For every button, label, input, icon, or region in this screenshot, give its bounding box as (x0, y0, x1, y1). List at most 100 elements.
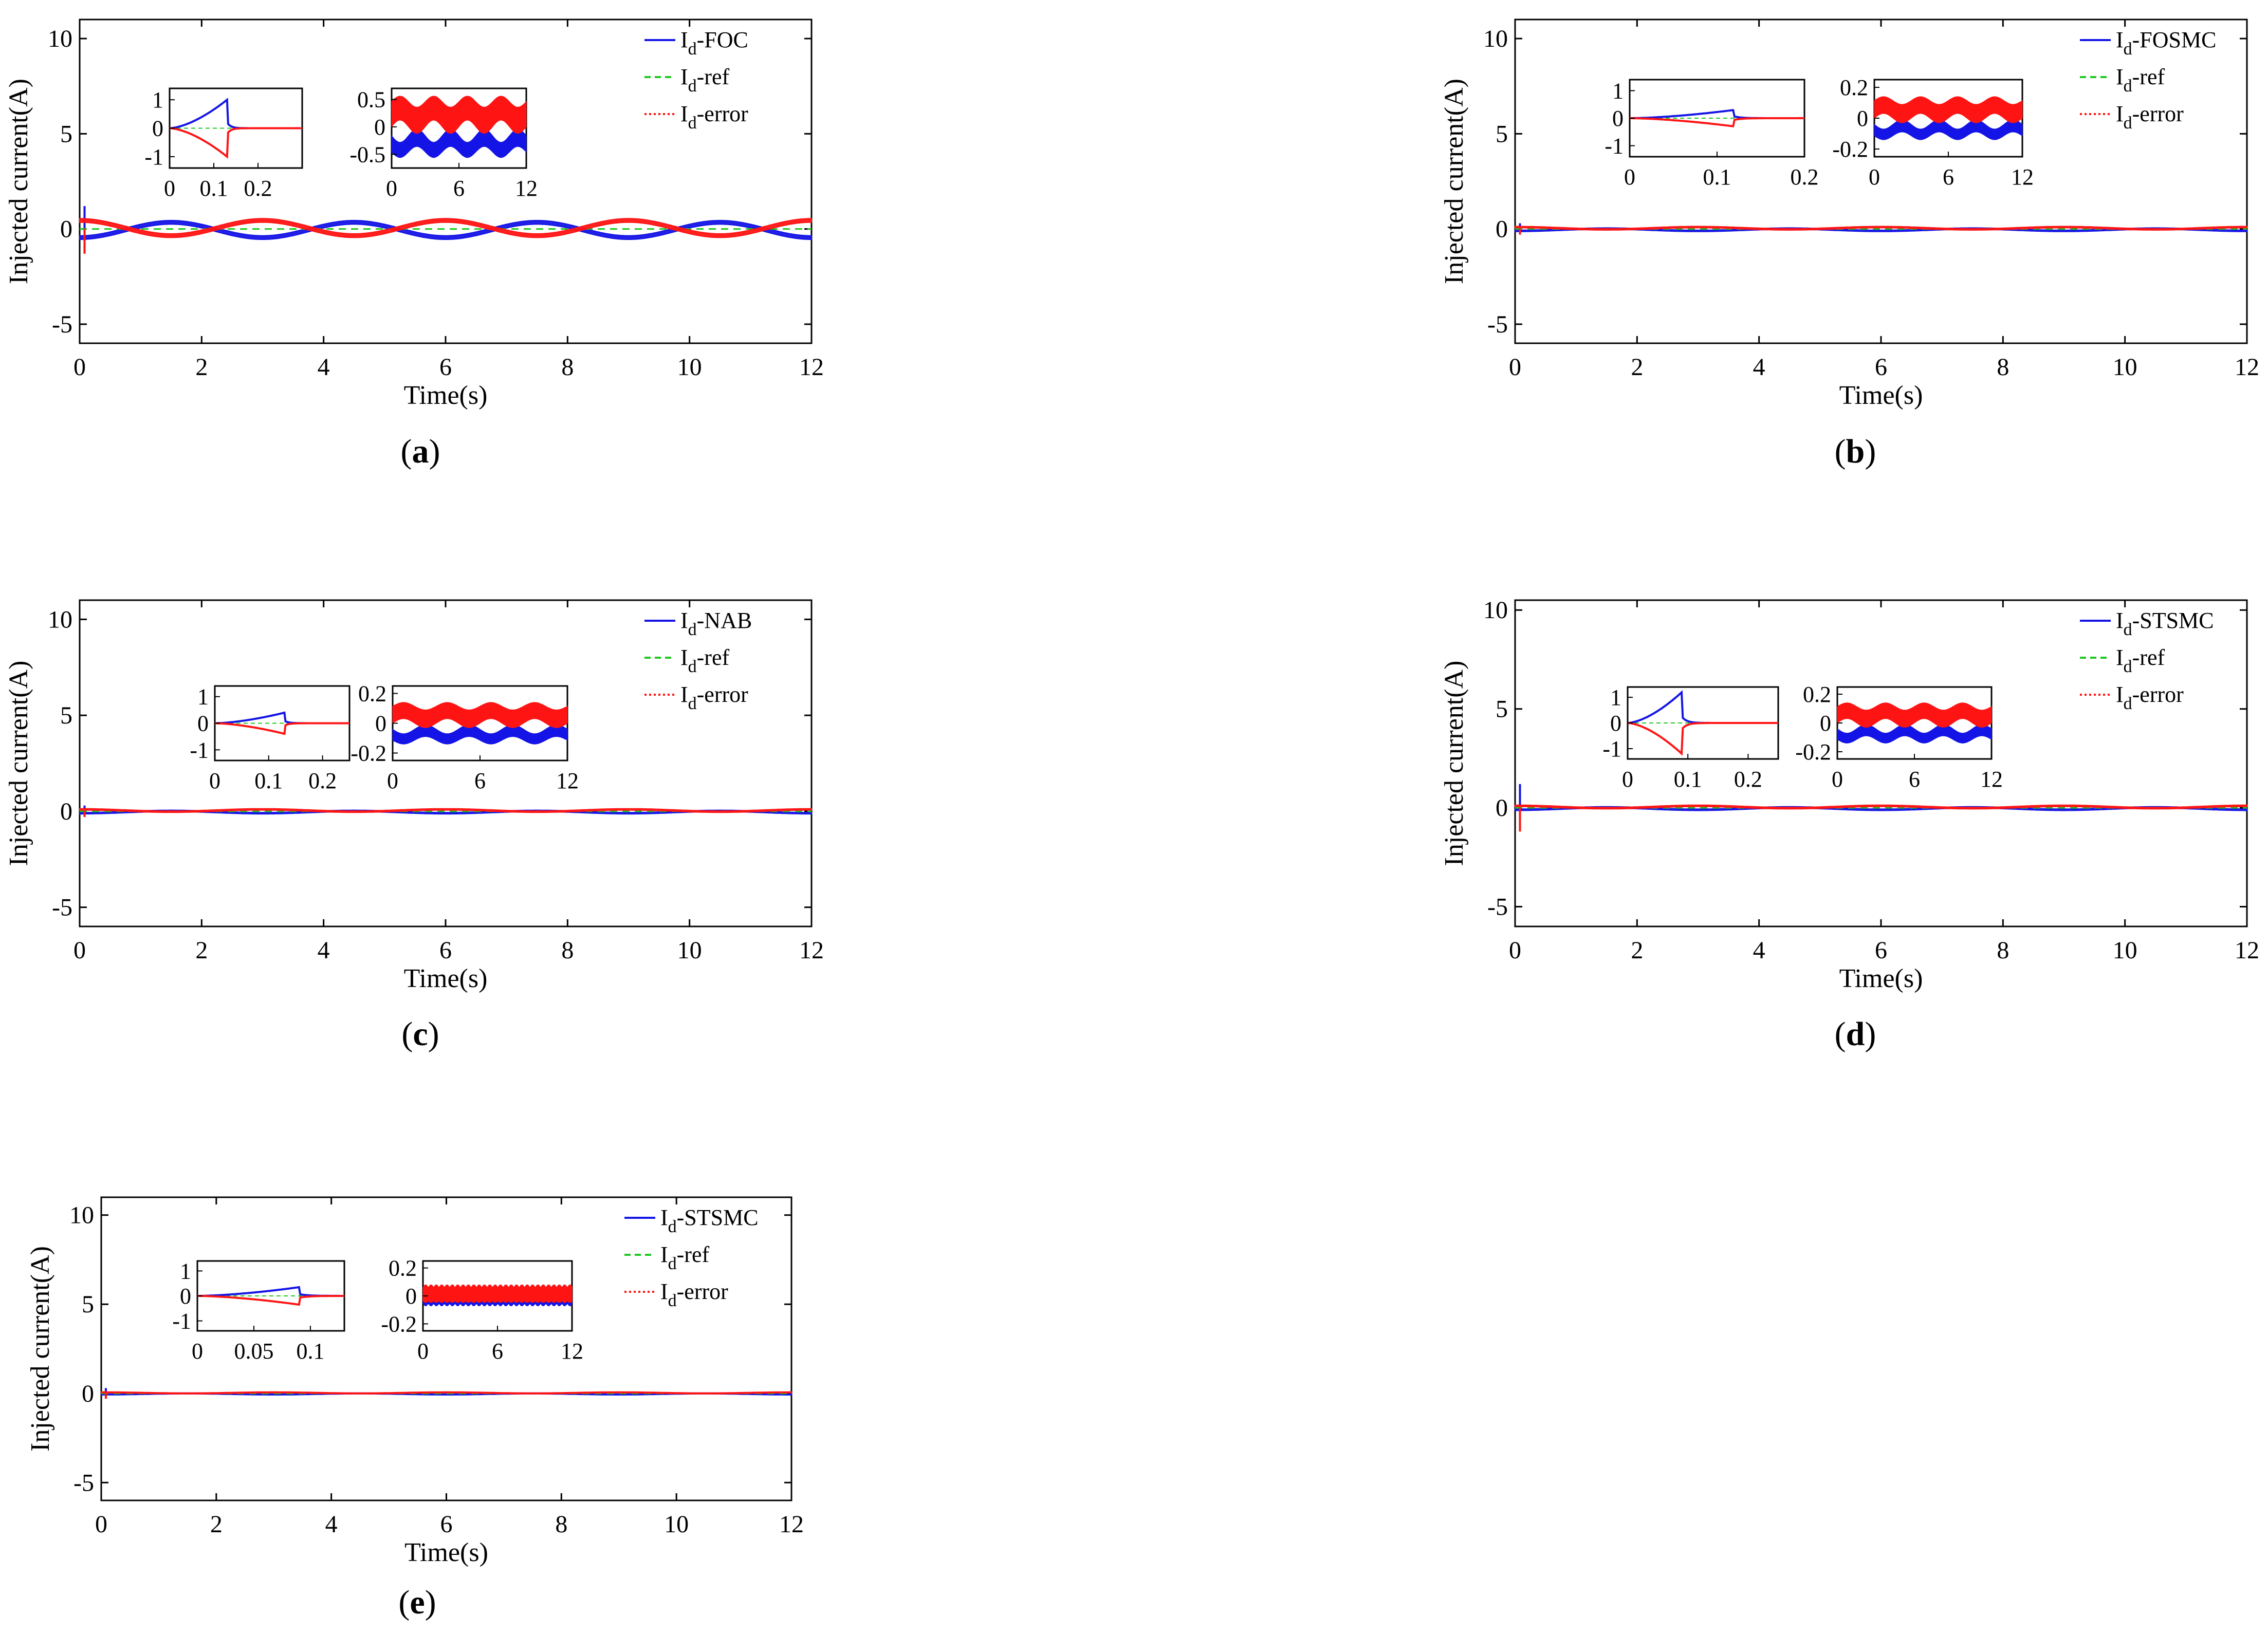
x-tick-label: 8 (555, 1511, 567, 1538)
legend-entry: Id-ref (660, 1242, 709, 1273)
inset-y-tick-label: 0.2 (358, 681, 386, 707)
subfigure-letter: e (410, 1584, 425, 1621)
legend-sub: d (668, 1254, 677, 1273)
legend-main: I (2116, 64, 2124, 89)
series-error-band (1515, 804, 2247, 810)
legend-main: I (680, 608, 688, 633)
y-tick-label: 10 (48, 25, 72, 52)
inset-y-tick-label: 0 (374, 115, 385, 140)
legend-suffix: -ref (2132, 64, 2165, 89)
x-tick-label: 8 (1997, 354, 2009, 381)
y-axis-label: Injected current(A) (4, 79, 33, 284)
inset-y-tick-label: -0.2 (1832, 137, 1868, 162)
inset-error-band (392, 702, 568, 728)
y-tick-label: 5 (60, 120, 72, 147)
inset-x-tick-label: 6 (474, 768, 486, 793)
inset-y-tick-label: -0.2 (381, 1311, 417, 1337)
y-tick-label: 5 (60, 702, 72, 729)
inset-x-tick-label: 0 (1832, 767, 1843, 792)
legend-suffix: -STSMC (677, 1205, 759, 1230)
x-tick-label: 2 (1631, 354, 1643, 381)
inset-x-tick-label: 0 (164, 176, 175, 201)
paren-close: ) (1865, 1015, 1876, 1053)
y-tick-label: 5 (1496, 696, 1508, 723)
legend-suffix: -ref (697, 64, 730, 89)
inset-error-band (422, 1284, 573, 1303)
legend-main: I (680, 682, 688, 707)
inset-y-tick-label: 0.5 (357, 87, 385, 112)
legend-sub: d (688, 77, 697, 96)
legend-sub: d (688, 620, 697, 639)
plot-frame (1514, 18, 2248, 344)
legend-main: I (660, 1279, 668, 1304)
x-tick-label: 4 (318, 937, 330, 964)
legend-main: I (2116, 682, 2124, 707)
x-tick-label: 10 (664, 1511, 689, 1538)
y-tick-label: 10 (48, 606, 72, 633)
legend-sub: d (688, 40, 697, 59)
legend-suffix: -error (697, 101, 748, 126)
x-tick-label: 10 (677, 354, 702, 381)
legend-entry: Id-error (660, 1279, 728, 1310)
inset-y-tick-label: 0 (1612, 106, 1624, 131)
x-tick-label: 0 (73, 354, 86, 381)
inset-controller-band (1837, 724, 1992, 744)
inset-x-tick-label: 0.05 (234, 1339, 274, 1364)
legend-main: I (660, 1205, 668, 1230)
legend-entry: Id-STSMC (2116, 608, 2214, 639)
legend-main: I (2116, 27, 2124, 52)
inset-y-tick-label: 1 (1610, 685, 1621, 710)
legend-suffix: -FOC (697, 27, 748, 52)
legend-entry: Id-NAB (680, 608, 752, 639)
y-tick-label: 0 (60, 216, 72, 243)
inset-transient: 0 0.1 0.210-1 (1605, 78, 1818, 190)
inset-x-tick-label: 0.1 (1674, 767, 1702, 792)
y-tick-label: -5 (73, 1469, 94, 1496)
inset-steady-state: 0 6 120.20-0.2 (351, 681, 579, 794)
inset-y-tick-label: -0.5 (349, 142, 385, 167)
inset-x-tick-label: 0.2 (308, 768, 337, 793)
paren-close: ) (429, 433, 440, 470)
inset-y-tick-label: 1 (152, 87, 163, 113)
legend-sub: d (2124, 77, 2132, 96)
inset-y-tick-label: 0 (1610, 711, 1621, 736)
y-tick-label: 10 (1483, 25, 1508, 52)
inset-controller-band (391, 128, 527, 158)
legend-suffix: -ref (697, 645, 730, 670)
legend-entry: Id-error (680, 682, 748, 713)
x-tick-label: 8 (1997, 937, 2009, 964)
y-axis-label: Injected current(A) (26, 1246, 55, 1452)
x-axis-label: Time(s) (1839, 381, 1923, 410)
x-tick-label: 6 (440, 1511, 453, 1538)
inset-y-tick-label: 0.2 (1803, 682, 1831, 707)
y-tick-label: -5 (1487, 894, 1508, 921)
inset-y-tick-label: 0 (375, 711, 386, 736)
series-error-band (79, 808, 812, 813)
legend-suffix: -error (2132, 682, 2184, 707)
inset-transient: 0 0.1 0.210-1 (1602, 685, 1779, 792)
legend-sub: d (668, 1217, 677, 1236)
inset-steady-state: 0 6 120.20-0.2 (1832, 75, 2034, 190)
legend-entry: Id-error (2116, 682, 2184, 713)
paren-close: ) (1865, 433, 1876, 470)
legend-suffix: -error (697, 682, 748, 707)
x-tick-label: 6 (1875, 354, 1887, 381)
x-tick-label: 4 (318, 354, 330, 381)
subfigure-label: (a) (401, 433, 440, 470)
x-tick-label: 4 (325, 1511, 338, 1538)
inset-x-tick-label: 0 (209, 768, 220, 793)
inset-x-tick-label: 12 (1980, 767, 2003, 792)
legend-suffix: -error (677, 1279, 728, 1304)
legend-suffix: -error (2132, 101, 2184, 126)
inset-x-tick-label: 6 (1909, 767, 1920, 792)
x-tick-label: 8 (561, 937, 574, 964)
x-axis-label: Time(s) (1839, 964, 1923, 993)
inset-x-tick-label: 0.1 (297, 1339, 325, 1364)
legend-entry: Id-FOC (680, 27, 748, 59)
y-tick-label: 5 (82, 1291, 94, 1318)
inset-x-tick-label: 12 (515, 176, 538, 201)
legend-suffix: -ref (677, 1242, 710, 1267)
inset-y-tick-label: 0 (180, 1284, 191, 1309)
